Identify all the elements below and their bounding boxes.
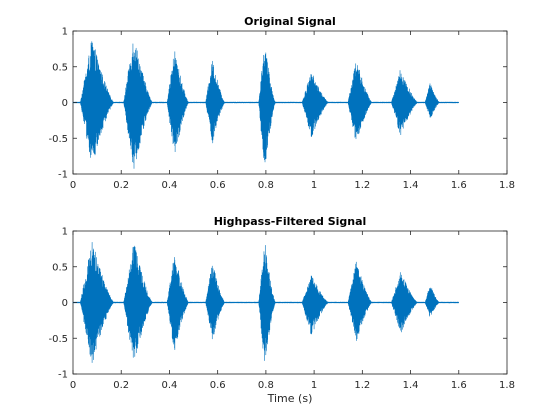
x-tick-label: 0.6 <box>210 180 226 191</box>
x-tick-label: 1.6 <box>451 380 467 391</box>
signal-series-line <box>72 242 459 363</box>
y-tick-label: -1 <box>58 170 68 181</box>
x-tick-label: 0.6 <box>210 380 226 391</box>
x-tick-label: 0 <box>70 380 76 391</box>
y-tick-label: -1 <box>58 370 68 381</box>
axis-ticks: 0 0.2 0.4 0.6 0.8 1 1.2 1.4 1.6 1.8 -1 -0.5 0 0.5 1 <box>48 227 514 392</box>
y-tick-label: -0.5 <box>48 334 68 345</box>
x-tick-label: 1.8 <box>499 380 515 391</box>
x-tick-label: 1.6 <box>451 180 467 191</box>
x-tick-label: 0 <box>70 180 76 191</box>
x-tick-label: 0.2 <box>113 380 129 391</box>
x-tick-label: 0.8 <box>258 180 274 191</box>
x-tick-label: 0.4 <box>161 380 177 391</box>
signal-series-line <box>72 41 459 169</box>
chart-title: Highpass-Filtered Signal <box>214 215 367 228</box>
y-tick-label: 0.5 <box>52 262 68 273</box>
subplot-highpass: Highpass-Filtered Signal 0 0.2 0.4 0.6 0.8 1 1… <box>48 215 514 405</box>
axis-ticks: 0 0.2 0.4 0.6 0.8 1 1.2 1.4 1.6 1.8 -1 -0.5 0 0.5 1 <box>48 27 514 192</box>
y-tick-label: 1 <box>62 27 68 38</box>
x-tick-label: 1.2 <box>354 180 370 191</box>
y-tick-label: 0 <box>62 98 68 109</box>
x-tick-label: 0.2 <box>113 180 129 191</box>
x-tick-label: 1.4 <box>403 380 419 391</box>
x-tick-label: 1 <box>311 380 317 391</box>
x-axis-label: Time (s) <box>267 392 313 405</box>
x-tick-label: 0.4 <box>161 180 177 191</box>
plot-area <box>72 242 459 363</box>
chart-title: Original Signal <box>244 15 336 28</box>
plot-area <box>72 41 459 169</box>
x-tick-label: 1 <box>311 180 317 191</box>
y-tick-label: 0 <box>62 298 68 309</box>
x-tick-label: 1.2 <box>354 380 370 391</box>
y-tick-label: 1 <box>62 227 68 238</box>
x-tick-label: 0.8 <box>258 380 274 391</box>
x-tick-label: 1.4 <box>403 180 419 191</box>
subplot-original: Original Signal 0 0.2 0.4 0.6 0.8 1 1.2 1.4 1.6 1… <box>48 15 514 191</box>
y-tick-label: -0.5 <box>48 134 68 145</box>
x-tick-label: 1.8 <box>499 180 515 191</box>
y-tick-label: 0.5 <box>52 62 68 73</box>
